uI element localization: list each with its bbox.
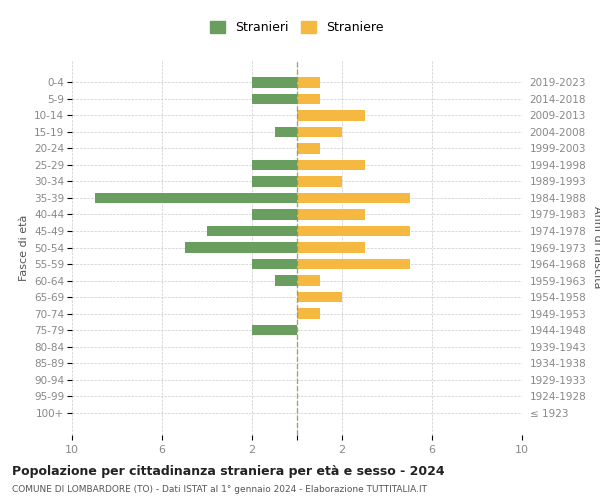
Bar <box>297 192 409 203</box>
Bar <box>297 176 342 187</box>
Text: Popolazione per cittadinanza straniera per età e sesso - 2024: Popolazione per cittadinanza straniera p… <box>12 465 445 478</box>
Bar <box>297 242 365 253</box>
Bar <box>297 160 365 170</box>
Bar <box>297 258 409 270</box>
Bar <box>297 226 409 236</box>
Bar <box>297 126 342 138</box>
Text: COMUNE DI LOMBARDORE (TO) - Dati ISTAT al 1° gennaio 2024 - Elaborazione TUTTITA: COMUNE DI LOMBARDORE (TO) - Dati ISTAT a… <box>12 485 427 494</box>
Bar <box>297 308 320 319</box>
Bar <box>297 110 365 121</box>
Bar <box>252 209 297 220</box>
Bar <box>297 143 320 154</box>
Bar <box>207 226 297 236</box>
Bar <box>297 209 365 220</box>
Bar <box>95 192 297 203</box>
Y-axis label: Fasce di età: Fasce di età <box>19 214 29 280</box>
Bar <box>185 242 297 253</box>
Bar <box>297 94 320 104</box>
Bar <box>252 160 297 170</box>
Bar <box>252 94 297 104</box>
Y-axis label: Anni di nascita: Anni di nascita <box>592 206 600 289</box>
Bar <box>275 126 297 138</box>
Bar <box>297 292 342 302</box>
Bar <box>252 176 297 187</box>
Bar <box>252 258 297 270</box>
Legend: Stranieri, Straniere: Stranieri, Straniere <box>206 18 388 38</box>
Bar <box>275 275 297 286</box>
Bar <box>297 275 320 286</box>
Bar <box>252 324 297 336</box>
Bar <box>297 77 320 88</box>
Bar <box>252 77 297 88</box>
